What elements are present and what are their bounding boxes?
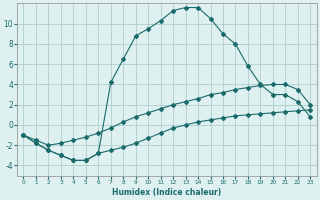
X-axis label: Humidex (Indice chaleur): Humidex (Indice chaleur) [112,188,221,197]
